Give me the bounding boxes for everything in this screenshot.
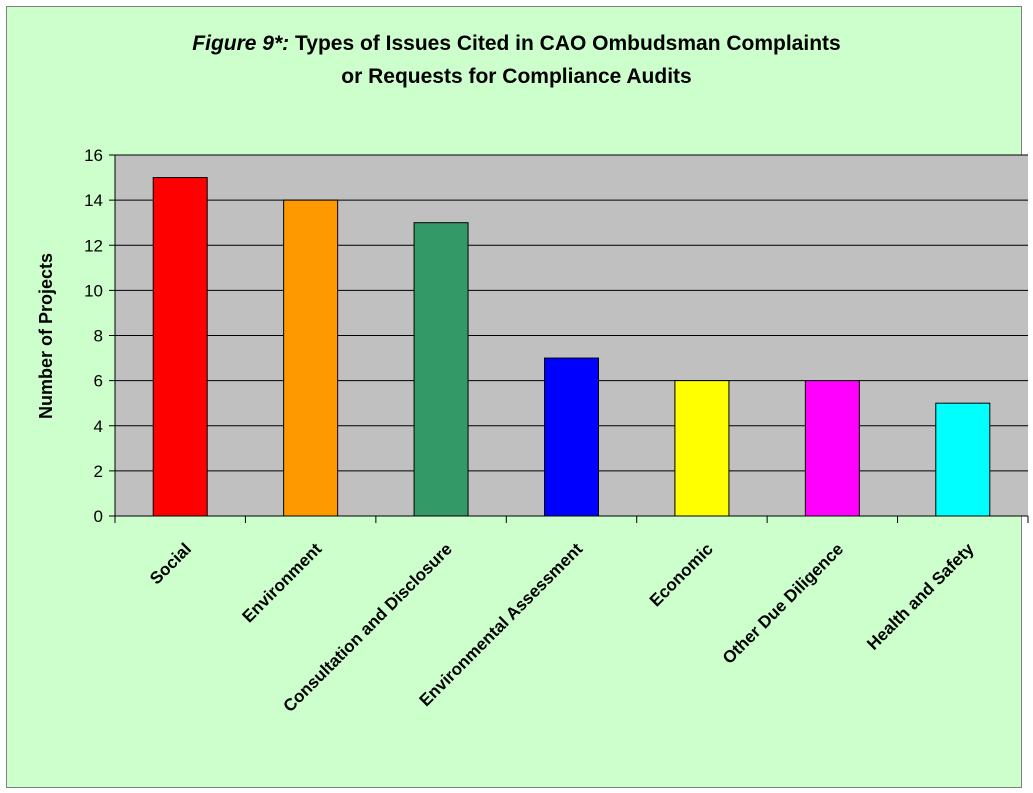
x-tick-label: Other Due Diligence xyxy=(719,539,847,667)
chart-title-line-1: Figure 9*: Types of Issues Cited in CAO … xyxy=(0,27,1033,60)
y-tick-label: 16 xyxy=(84,146,103,165)
bar-health-and-safety xyxy=(935,402,991,517)
chart-title: Figure 9*: Types of Issues Cited in CAO … xyxy=(0,27,1033,93)
y-tick-label: 2 xyxy=(94,462,103,481)
chart-title-line-2: or Requests for Compliance Audits xyxy=(341,65,692,88)
y-tick-label: 10 xyxy=(84,281,103,300)
y-tick-label: 12 xyxy=(84,236,103,255)
y-tick-label: 4 xyxy=(94,417,103,436)
x-tick-label: Social xyxy=(146,539,195,588)
bar-consultation-and-disclosure xyxy=(413,222,469,517)
bar-social xyxy=(152,177,208,517)
y-tick-label: 8 xyxy=(94,327,103,346)
x-tick-label: Environment xyxy=(239,539,326,626)
x-tick-label: Health and Safety xyxy=(863,539,978,654)
y-tick-label: 14 xyxy=(84,191,103,210)
y-axis-label: Number of Projects xyxy=(36,253,56,419)
bar-environmental-assessment xyxy=(544,357,599,517)
y-tick-label: 6 xyxy=(94,372,103,391)
bar-other-due-diligence xyxy=(804,380,860,517)
y-tick-label: 0 xyxy=(94,507,103,526)
figure-label: Figure 9*: xyxy=(192,32,290,55)
bar-environment xyxy=(283,199,339,517)
x-tick-label: Economic xyxy=(646,539,717,610)
chart-title-text-1: Types of Issues Cited in CAO Ombudsman C… xyxy=(295,32,841,55)
bar-economic xyxy=(674,380,730,517)
